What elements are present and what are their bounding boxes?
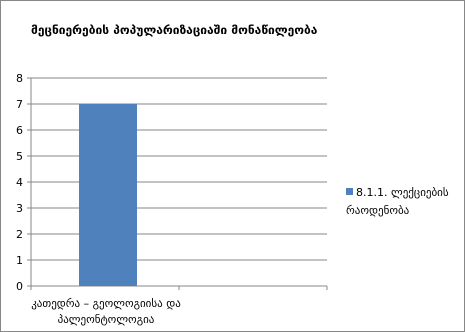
legend-label: 8.1.1. ლექციების რაოდენობა (346, 186, 449, 217)
y-tick-label: 5 (16, 150, 23, 163)
y-tick-label: 3 (16, 202, 23, 215)
y-tick-label: 7 (16, 98, 23, 111)
y-tick-label: 8 (16, 72, 23, 85)
bar (79, 104, 137, 286)
y-tick-label: 4 (16, 176, 23, 189)
y-tick-label: 0 (16, 280, 23, 293)
y-tick-label: 1 (16, 254, 23, 267)
chart-title: მეცნიერების პოპულარიზაციაში მონაწილეობა (31, 23, 318, 37)
y-tick-label: 2 (16, 228, 23, 241)
legend-swatch (346, 188, 353, 195)
y-tick-label: 6 (16, 124, 23, 137)
x-category-label: კათედრა – გეოლოგიისა და პალეონტოლოგია (31, 297, 181, 326)
legend: 8.1.1. ლექციების რაოდენობა (346, 184, 458, 220)
